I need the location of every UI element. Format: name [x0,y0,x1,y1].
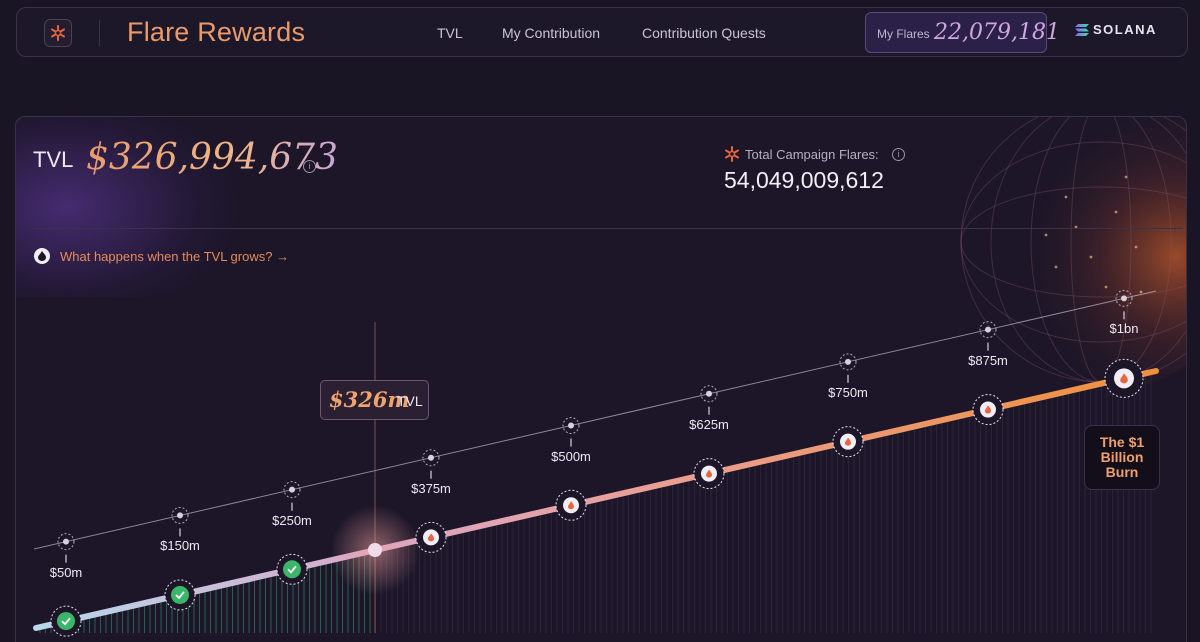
flare-star-icon [725,146,739,162]
milestone-marker[interactable] [276,481,308,585]
milestone-label: $50m [49,564,83,580]
campaign-flares-label: Total Campaign Flares: [745,147,879,162]
current-tvl-badge: $326m TVL [320,380,429,420]
glow [16,117,236,297]
milestone-marker[interactable] [164,506,196,611]
milestone-label: $750m [828,384,868,400]
tvl-panel: TVL $326,994,673 i Total Campaign Flares… [15,116,1187,642]
current-tvl-value: $326m [329,387,410,412]
tvl-progress-track [33,289,1159,637]
milestone-marker[interactable] [832,353,864,458]
solana-icon [1075,23,1089,36]
milestone-marker[interactable] [972,321,1004,426]
milestone-marker[interactable] [693,385,725,490]
milestone-label: $625m [689,416,729,432]
campaign-info-icon[interactable]: i [892,148,905,161]
my-flares-label: My Flares [877,27,930,41]
check-icon [171,585,189,604]
milestone-marker[interactable] [415,449,447,553]
flare-logo-icon[interactable] [44,19,72,47]
milestone-marker[interactable] [555,417,587,521]
solana-logo: SOLANA [1075,22,1157,37]
milestone-marker[interactable] [50,533,82,637]
check-icon [57,612,75,631]
check-icon [283,560,301,579]
milestone-label: $1bn [1109,321,1139,337]
milestone-marker[interactable] [1104,289,1144,398]
milestone-label: $375m [411,480,451,496]
nav-tvl[interactable]: TVL [437,25,463,41]
milestone-label: $500m [551,448,591,464]
divider [31,228,1183,229]
tvl-value: $326,994,673 [86,137,338,178]
billion-burn-label: The $1 Billion Burn [1099,434,1145,480]
nav-my-contribution[interactable]: My Contribution [502,25,601,41]
nav-contribution-quests[interactable]: Contribution Quests [642,25,766,41]
what-happens-link[interactable]: What happens when the TVL grows? → [34,248,289,264]
billion-burn-badge[interactable]: The $1 Billion Burn [1084,425,1160,490]
campaign-flares-value: 54,049,009,612 [724,167,884,193]
milestone-label: $150m [160,538,200,554]
my-flares-button[interactable]: My Flares 22,079,181 [865,12,1060,53]
current-tvl-unit: TVL [397,393,423,409]
what-happens-text: What happens when the TVL grows? → [60,248,290,264]
header-divider [99,20,100,46]
my-flares-value: 22,079,181 [934,20,1060,45]
solana-wordmark: SOLANA [1093,22,1157,37]
app-title: Flare Rewards [127,17,306,47]
milestone-label: $250m [272,512,312,528]
top-bar: Flare Rewards TVL My Contribution Contri… [16,7,1188,57]
flame-icon [34,248,50,264]
tvl-info-icon[interactable]: i [303,160,316,173]
globe-decoration [951,117,1186,392]
milestone-label: $875m [968,352,1008,368]
tvl-label: TVL [33,147,74,172]
